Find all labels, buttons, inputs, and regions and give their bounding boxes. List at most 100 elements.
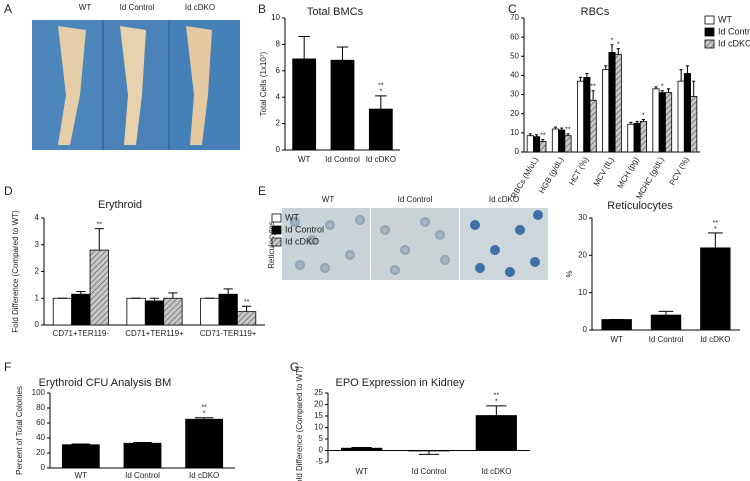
y-tick-label: 20 xyxy=(314,400,323,409)
bar xyxy=(577,80,585,153)
photo-label: Id cDKO xyxy=(185,3,215,12)
y-tick-label: 20 xyxy=(578,250,587,259)
panel-letter: C xyxy=(508,2,517,16)
bar xyxy=(614,53,622,153)
x-tick-label: Id Control xyxy=(649,335,684,344)
bar xyxy=(608,52,616,153)
bar xyxy=(627,123,635,153)
legend-label: Id cDKO xyxy=(718,38,750,48)
bar xyxy=(539,141,547,153)
bar xyxy=(658,92,666,153)
y-axis-label: Percent of Total Colonies xyxy=(15,386,24,475)
x-tick-label: Id Control xyxy=(412,467,447,476)
legend-swatch xyxy=(704,15,715,25)
panel-letter: B xyxy=(258,2,266,16)
bar xyxy=(292,58,317,151)
bar xyxy=(71,293,91,326)
x-tick-label: Id cDKO xyxy=(700,335,730,344)
chart-title: RBCs xyxy=(581,6,610,18)
chart-title: Total BMCs xyxy=(307,6,364,18)
y-tick-label: 0 xyxy=(319,446,324,455)
y-tick-label: 10 xyxy=(314,423,323,432)
y-tick-label: 6 xyxy=(276,66,281,75)
bar xyxy=(475,415,517,451)
bar xyxy=(652,88,660,153)
panel-letter: A xyxy=(4,2,12,16)
y-tick-label: 1 xyxy=(35,293,40,302)
x-tick-label: HCT (%) xyxy=(567,155,590,187)
y-tick-label: 2 xyxy=(35,267,40,276)
y-axis-label: Fold Difference (Compared to WT) xyxy=(11,210,20,333)
significance: * xyxy=(611,38,614,45)
y-tick-label: -5 xyxy=(316,457,324,466)
x-tick-label: CD71-TER119+ xyxy=(200,329,257,338)
y-tick-label: 20 xyxy=(510,109,519,118)
significance: * xyxy=(661,84,664,91)
x-tick-label: Id Control xyxy=(325,155,360,164)
significance: ** xyxy=(378,83,384,90)
significance: * xyxy=(642,112,645,119)
y-tick-label: 3 xyxy=(35,240,40,249)
y-tick-label: 0 xyxy=(276,145,281,154)
y-tick-label: 2 xyxy=(276,119,281,128)
bone-photo xyxy=(32,20,240,150)
bar xyxy=(639,120,647,153)
bar xyxy=(633,122,641,153)
significance: ** xyxy=(565,127,571,134)
y-tick-label: 0 xyxy=(515,147,520,156)
x-tick-label: CD71+TER119- xyxy=(53,329,110,338)
legend-label: Id Control xyxy=(285,224,324,234)
bar xyxy=(61,444,100,469)
significance: ** xyxy=(494,393,500,400)
bar xyxy=(690,96,698,153)
bar xyxy=(218,293,238,326)
legend-swatch xyxy=(704,27,715,37)
photo-label: Id Control xyxy=(120,3,155,12)
smear-images xyxy=(282,208,548,280)
bar xyxy=(683,73,691,153)
y-tick-label: 100 xyxy=(32,388,46,397)
y-tick-label: 20 xyxy=(36,448,45,457)
y-axis-label: Total Cells (1x10⁷) xyxy=(259,51,268,116)
bar xyxy=(123,442,162,469)
significance: * xyxy=(203,411,206,418)
y-tick-label: 10 xyxy=(271,13,280,22)
chart-title: Reticulocytes xyxy=(607,200,673,212)
y-tick-label: 15 xyxy=(314,411,323,420)
bar xyxy=(677,80,685,153)
bar xyxy=(330,59,355,151)
y-tick-label: 50 xyxy=(510,51,519,60)
chart-title: EPO Expression in Kidney xyxy=(335,377,465,389)
legend-swatch xyxy=(271,237,282,247)
bar xyxy=(341,447,383,451)
bar xyxy=(551,128,559,153)
x-tick-label: Id cDKO xyxy=(189,471,219,480)
y-axis-label: % xyxy=(565,270,574,277)
x-tick-label: Id Control xyxy=(125,471,160,480)
significance: ** xyxy=(540,132,546,139)
y-tick-label: 4 xyxy=(276,92,281,101)
photo-label: WT xyxy=(79,3,92,12)
x-tick-label: WT xyxy=(75,471,88,480)
x-tick-label: HGB (g/dL) xyxy=(537,155,565,195)
bar xyxy=(185,418,224,469)
significance: ** xyxy=(244,299,250,306)
bar xyxy=(52,297,73,326)
bar xyxy=(700,247,731,331)
legend-label: WT xyxy=(718,14,732,24)
y-tick-label: 8 xyxy=(276,40,281,49)
significance: * xyxy=(495,399,498,406)
significance: * xyxy=(379,89,382,96)
panel-letter: F xyxy=(4,360,11,374)
y-tick-label: 40 xyxy=(510,71,519,80)
bar xyxy=(589,99,597,153)
x-tick-label: MCV (fL) xyxy=(592,155,616,188)
y-tick-label: 0 xyxy=(35,320,40,329)
legend-label: Id Control xyxy=(718,26,750,36)
legend-swatch xyxy=(271,213,282,223)
x-tick-label: CD71+TER119+ xyxy=(125,329,184,338)
y-tick-label: 25 xyxy=(314,388,323,397)
x-tick-label: RBCs (M/uL) xyxy=(509,155,540,200)
significance: ** xyxy=(97,222,103,229)
bar xyxy=(200,297,220,326)
